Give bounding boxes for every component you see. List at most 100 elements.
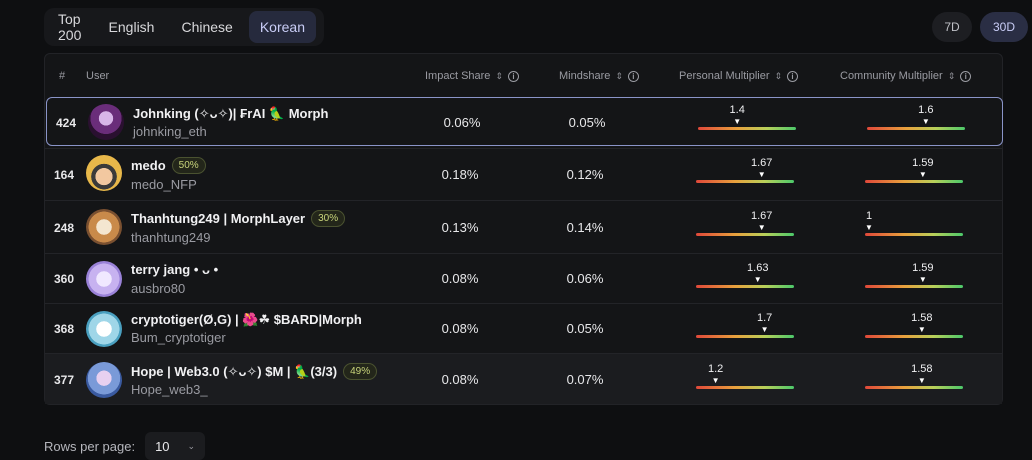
avatar[interactable] xyxy=(86,261,122,297)
period-7d-button[interactable]: 7D xyxy=(932,12,972,42)
community-multiplier-value: 1.59 xyxy=(912,157,934,169)
avatar[interactable] xyxy=(86,362,122,398)
user-name[interactable]: terry jang • ᴗ • xyxy=(131,262,218,277)
user-name-text: Hope | Web3.0 (✧ᴗ✧) $M | 🦜(3/3) xyxy=(131,363,338,379)
personal-multiplier-value: 1.67 xyxy=(750,157,773,169)
info-icon[interactable]: i xyxy=(627,70,639,82)
community-multiplier-gauge: 1.58 ▼ xyxy=(865,363,963,393)
gauge-marker-icon: ▼ xyxy=(760,325,769,334)
language-tabs: Top 200 English Chinese Korean xyxy=(44,8,324,46)
column-impact-share[interactable]: Impact Share ⇕ i xyxy=(425,70,519,82)
user-name-text: Johnking (✧ᴗ✧)| ₣rAI 🦜 Morph xyxy=(133,106,329,121)
period-30d-button[interactable]: 30D xyxy=(980,12,1028,42)
sort-icon[interactable]: ⇕ xyxy=(615,70,623,81)
column-user: User xyxy=(86,70,109,82)
column-user-label: User xyxy=(86,70,110,82)
tab-top-200[interactable]: Top 200 xyxy=(58,11,82,43)
gauge-bar xyxy=(698,127,796,130)
impact-share-value: 0.08% xyxy=(441,321,479,336)
user-handle: ausbro80 xyxy=(131,281,186,296)
gauge-marker-icon: ▼ xyxy=(917,376,926,385)
table-row[interactable]: 248 Thanhtung249 | MorphLayer 30% thanht… xyxy=(45,200,1002,253)
pagination-footer: Rows per page: 10 ⌄ xyxy=(44,432,206,460)
mindshare-value: 0.05% xyxy=(566,321,604,336)
gauge-marker-icon: ▼ xyxy=(757,223,766,232)
table-row[interactable]: 360 terry jang • ᴗ • ausbro80 0.08% 0.06… xyxy=(45,253,1002,303)
user-name[interactable]: Johnking (✧ᴗ✧)| ₣rAI 🦜 Morph xyxy=(133,106,328,122)
mindshare-value: 0.06% xyxy=(566,271,604,286)
sort-icon[interactable]: ⇕ xyxy=(947,70,956,81)
user-handle: thanhtung249 xyxy=(131,230,211,245)
user-name[interactable]: medo 50% xyxy=(131,157,206,174)
tab-english[interactable]: English xyxy=(108,19,155,35)
percentage-badge: 50% xyxy=(171,157,206,174)
avatar[interactable] xyxy=(86,155,122,191)
gauge-bar xyxy=(696,180,794,183)
avatar[interactable] xyxy=(86,311,122,347)
gauge-bar xyxy=(696,386,794,389)
user-name-text: medo xyxy=(131,158,166,173)
row-rank: 360 xyxy=(54,272,75,286)
chevron-down-icon: ⌄ xyxy=(187,440,196,451)
column-community-label: Community Multiplier xyxy=(840,70,943,82)
tab-chinese[interactable]: Chinese xyxy=(181,19,233,35)
mindshare-value: 0.14% xyxy=(566,220,604,235)
sort-icon[interactable]: ⇕ xyxy=(774,70,783,81)
gauge-bar xyxy=(696,233,794,236)
table-row[interactable]: 368 cryptotiger(Ø,G) | 🌺☘ $BARD|Morph Bu… xyxy=(45,303,1002,353)
row-rank: 248 xyxy=(54,221,75,235)
percentage-badge: 30% xyxy=(311,210,346,227)
column-personal-multiplier[interactable]: Personal Multiplier ⇕ i xyxy=(679,70,799,82)
table-header: # User Impact Share ⇕ i Mindshare ⇕ i Pe… xyxy=(45,54,1002,96)
user-name[interactable]: Thanhtung249 | MorphLayer 30% xyxy=(131,210,346,227)
community-multiplier-value: 1.58 xyxy=(911,312,933,324)
tab-korean[interactable]: Korean xyxy=(248,11,316,43)
rows-per-page-value: 10 xyxy=(155,438,170,454)
community-multiplier-value: 1 xyxy=(865,210,873,222)
user-name[interactable]: cryptotiger(Ø,G) | 🌺☘ $BARD|Morph xyxy=(131,312,362,328)
row-rank: 377 xyxy=(54,373,75,387)
rows-per-page-label: Rows per page: xyxy=(44,438,136,454)
column-community-multiplier[interactable]: Community Multiplier ⇕ i xyxy=(840,70,972,82)
community-multiplier-value: 1.6 xyxy=(918,104,934,116)
gauge-bar xyxy=(865,335,963,338)
user-name[interactable]: Hope | Web3.0 (✧ᴗ✧) $M | 🦜(3/3) 49% xyxy=(131,363,378,380)
impact-share-value: 0.08% xyxy=(441,372,479,387)
personal-multiplier-gauge: 1.4 ▼ xyxy=(698,104,796,134)
community-multiplier-value: 1.58 xyxy=(911,363,933,375)
user-handle: johnking_eth xyxy=(133,124,207,139)
personal-multiplier-value: 1.63 xyxy=(747,262,769,274)
impact-share-value: 0.08% xyxy=(441,271,479,286)
percentage-badge: 49% xyxy=(343,363,378,380)
column-impact-label: Impact Share xyxy=(425,70,491,82)
user-name-text: Thanhtung249 | MorphLayer xyxy=(131,211,306,226)
row-rank: 164 xyxy=(54,168,75,182)
period-toggle: 7D 30D xyxy=(932,12,1028,42)
community-multiplier-gauge: 1.59 ▼ xyxy=(865,157,963,187)
rows-per-page-select[interactable]: 10 ⌄ xyxy=(145,432,206,460)
table-row[interactable]: 424 Johnking (✧ᴗ✧)| ₣rAI 🦜 Morph johnkin… xyxy=(46,97,1003,146)
gauge-marker-icon: ▼ xyxy=(921,117,930,126)
user-handle: Bum_cryptotiger xyxy=(131,330,226,345)
column-rank: # xyxy=(59,70,65,82)
info-icon[interactable]: i xyxy=(507,70,519,82)
info-icon[interactable]: i xyxy=(787,70,799,82)
column-mindshare-label: Mindshare xyxy=(559,70,611,82)
table-row[interactable]: 377 Hope | Web3.0 (✧ᴗ✧) $M | 🦜(3/3) 49% … xyxy=(45,353,1002,404)
user-handle: Hope_web3_ xyxy=(131,382,208,397)
gauge-bar xyxy=(696,285,794,288)
sort-icon[interactable]: ⇕ xyxy=(495,70,503,81)
gauge-bar xyxy=(865,285,963,288)
gauge-bar xyxy=(865,180,963,183)
impact-share-value: 0.13% xyxy=(441,220,479,235)
row-rank: 424 xyxy=(56,116,77,130)
avatar[interactable] xyxy=(86,209,122,245)
gauge-marker-icon: ▼ xyxy=(865,223,873,232)
column-mindshare[interactable]: Mindshare ⇕ i xyxy=(559,70,639,82)
gauge-marker-icon: ▼ xyxy=(753,275,762,284)
impact-share-value: 0.06% xyxy=(443,115,481,130)
info-icon[interactable]: i xyxy=(960,70,972,82)
avatar[interactable] xyxy=(88,104,124,140)
table-row[interactable]: 164 medo 50% medo_NFP 0.18% 0.12% 1.67 ▼… xyxy=(45,148,1002,200)
gauge-marker-icon: ▼ xyxy=(917,325,926,334)
